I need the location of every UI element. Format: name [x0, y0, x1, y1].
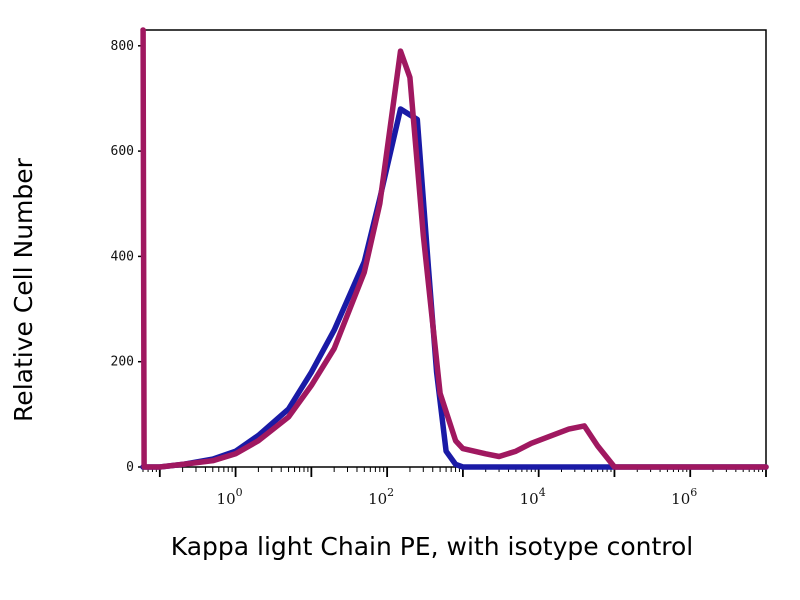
plot-frame	[142, 29, 767, 468]
y-axis-title: Relative Cell Number	[9, 157, 38, 422]
y-axis: 0 200 400 600 800	[111, 39, 143, 475]
x-tick-exponent: 6	[690, 486, 697, 499]
x-tick-base: 10	[217, 490, 236, 508]
x-tick-label: 106	[671, 486, 697, 508]
x-tick-base: 10	[520, 490, 539, 508]
series-line-2	[140, 27, 769, 470]
series-layer	[140, 27, 769, 470]
x-tick-label: 100	[217, 486, 243, 508]
x-tick-label: 104	[520, 486, 546, 508]
y-tick-label: 800	[111, 39, 134, 54]
x-tick-exponent: 4	[539, 486, 546, 499]
x-tick-exponent: 2	[387, 486, 394, 499]
series-line-1	[140, 106, 769, 470]
y-tick-label: 200	[111, 355, 134, 370]
x-axis-title: Kappa light Chain PE, with isotype contr…	[171, 532, 693, 561]
y-tick-label: 0	[126, 460, 134, 475]
x-tick-exponent: 0	[236, 486, 243, 499]
x-tick-base: 10	[671, 490, 690, 508]
x-axis: 100 102 104 106	[142, 467, 767, 508]
x-tick-label: 102	[368, 486, 394, 508]
y-tick-label: 600	[111, 144, 134, 159]
y-tick-label: 400	[111, 249, 134, 264]
x-tick-base: 10	[368, 490, 387, 508]
